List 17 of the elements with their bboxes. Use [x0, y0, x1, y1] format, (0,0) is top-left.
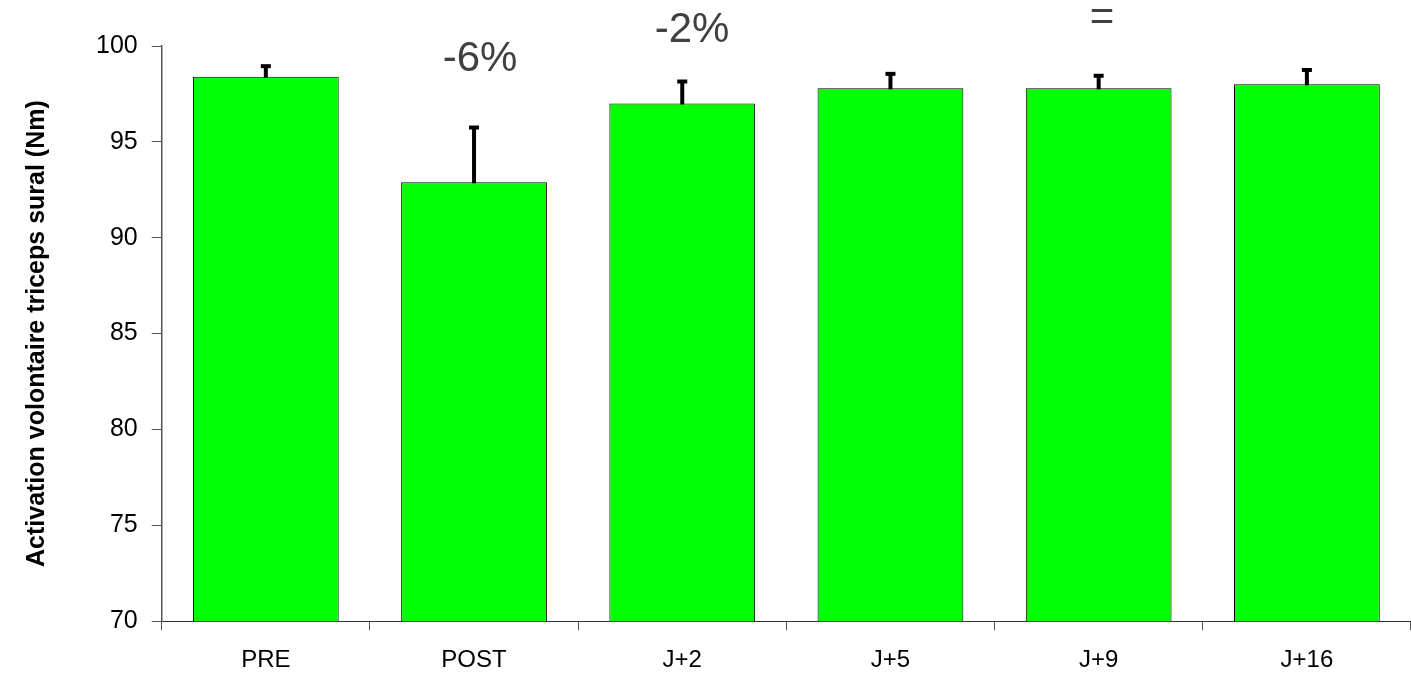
- y-tick-label: 100: [95, 29, 138, 58]
- y-tick-label: 85: [109, 317, 138, 346]
- x-tick-label: J+16: [1280, 645, 1334, 673]
- y-tick-label: 95: [109, 125, 138, 154]
- x-tick-label: J+2: [662, 645, 702, 673]
- annotation: -2%: [654, 3, 730, 51]
- x-tick-label: J+9: [1078, 645, 1119, 673]
- x-tick-label: PRE: [241, 645, 291, 673]
- text: =: [1089, 0, 1115, 39]
- y-tick-label: 70: [109, 605, 138, 634]
- y-axis-title: Activation volontaire triceps sural (Nm): [20, 100, 49, 567]
- x-tick-label: POST: [441, 645, 508, 673]
- y-tick-label: 80: [109, 413, 138, 442]
- y-tick-label: 75: [109, 509, 138, 538]
- annotation: -6%: [442, 32, 518, 80]
- x-tick-label: J+5: [870, 645, 911, 673]
- y-tick-label: 90: [109, 221, 138, 250]
